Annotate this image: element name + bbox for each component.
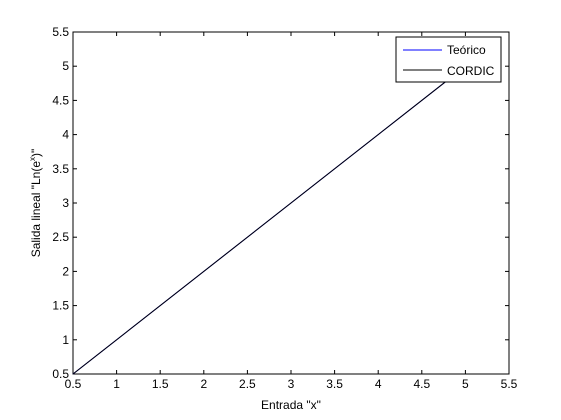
y-tick-label: 1 [62,333,69,347]
y-tick-label: 2.5 [52,230,69,244]
x-tick-label: 0.5 [65,377,82,391]
x-tick-label: 1.5 [152,377,169,391]
legend-box [395,36,502,83]
x-tick-label: 4.5 [413,377,430,391]
x-axis-label: Entrada "x" [261,398,321,412]
y-tick-label: 1.5 [52,299,69,313]
series-group [72,65,466,375]
x-tick-label: 3.5 [326,377,343,391]
legend: Teórico CORDIC [395,36,502,83]
tick-labels-group: 0.5 1 1.5 2 2.5 3 3.5 4 4.5 5 5.5 0.5 1 1.5 2 2.5 3 3.5 4 4… [52,25,517,391]
y-tick-label: 3.5 [52,162,69,176]
x-tick-label: 2.5 [239,377,256,391]
x-tick-label: 1 [113,377,120,391]
y-axis-label: Salida lineal "Ln(ex)" [28,149,43,258]
y-tick-label: 2 [62,264,69,278]
y-tick-label: 4.5 [52,93,69,107]
x-tick-label: 3 [288,377,295,391]
y-axis-label-tail: )" [29,149,43,157]
y-tick-label: 3 [62,196,69,210]
x-tick-label: 5 [462,377,469,391]
x-tick-label: 5.5 [501,377,518,391]
series-line-cordic [72,65,466,375]
x-tick-label: 4 [375,377,382,391]
legend-label-teorico: Teórico [447,43,486,57]
y-tick-label: 5 [62,59,69,73]
y-tick-label: 0.5 [52,367,69,381]
y-tick-label: 4 [62,128,69,142]
y-axis-label-main: Salida lineal "Ln(e [29,161,43,258]
y-tick-label: 5.5 [52,25,69,39]
ticks-group [72,31,510,375]
x-tick-label: 2 [200,377,207,391]
legend-label-cordic: CORDIC [447,64,495,78]
y-axis-label-superscript: x [28,157,37,161]
